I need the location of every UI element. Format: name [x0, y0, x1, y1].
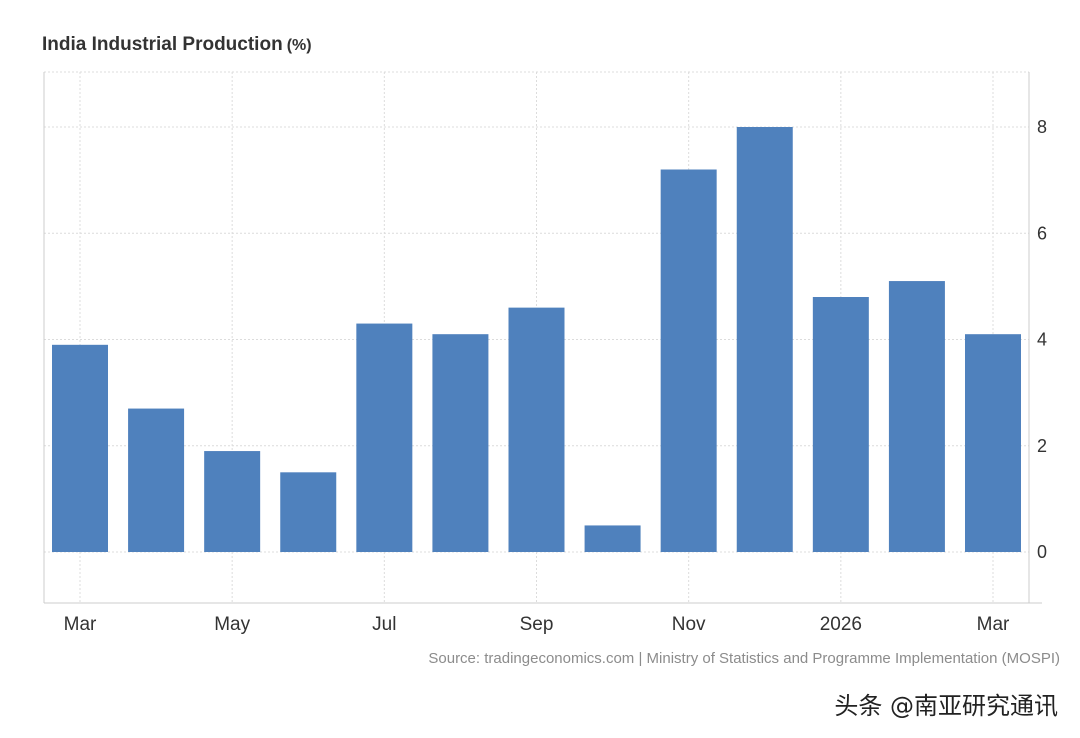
bar: [280, 472, 337, 552]
bar: [584, 525, 641, 552]
chart-title-text: India Industrial Production: [42, 34, 283, 55]
chart-title: India Industrial Production (%): [42, 34, 312, 56]
y-tick-label: 6: [1037, 223, 1047, 243]
bar: [736, 127, 793, 552]
bar: [432, 334, 489, 552]
bar: [356, 323, 413, 552]
y-tick-label: 8: [1037, 117, 1047, 137]
axes: 0 2 4 6 8 Mar May Jul Sep Nov 2026 Mar: [43, 72, 1047, 635]
watermark: 头条 @南亚研究通讯: [834, 692, 1058, 720]
x-tick-label: May: [214, 614, 250, 635]
bar-chart: 0 2 4 6 8 Mar May Jul Sep Nov 2026 Mar: [43, 71, 1047, 635]
source-note: Source: tradingeconomics.com | Ministry …: [428, 650, 1060, 667]
bar: [965, 334, 1021, 552]
chart-title-unit: (%): [286, 37, 312, 54]
x-tick-label: Nov: [672, 614, 706, 635]
y-tick-label: 4: [1037, 330, 1047, 350]
x-tick-label: Mar: [977, 614, 1010, 635]
x-tick-label: Mar: [64, 614, 97, 635]
bar: [812, 297, 869, 552]
bar: [52, 344, 108, 552]
bar: [888, 281, 945, 552]
bar: [508, 307, 565, 552]
bar-series: [52, 127, 1021, 552]
x-tick-label: Sep: [520, 614, 554, 635]
y-tick-label: 0: [1037, 542, 1047, 562]
x-tick-label: 2026: [820, 614, 862, 635]
x-tick-label: Jul: [372, 614, 396, 635]
bar: [128, 408, 185, 552]
bar: [204, 451, 261, 552]
bar: [660, 169, 717, 552]
y-tick-label: 2: [1037, 436, 1047, 456]
